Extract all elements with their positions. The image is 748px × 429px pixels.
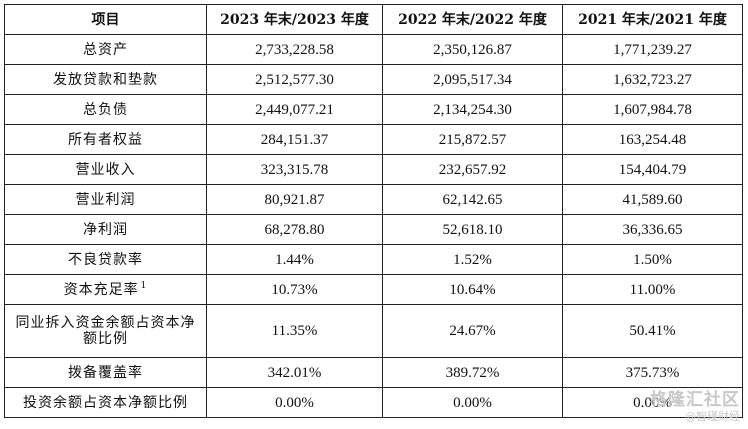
cell-2022: 2,095,517.34 [382,64,563,95]
cell-2021: 375.73% [562,357,743,388]
header-item: 项目 [4,4,207,35]
table-row: 营业利润 80,921.87 62,142.65 41,589.60 [4,184,743,215]
cell-2021: 41,589.60 [562,184,743,215]
table-row: 同业拆入资金余额占资本净额比例 11.35% 24.67% 50.41% [4,304,743,358]
cell-2022: 10.64% [382,274,563,305]
header-2023: 2023 年末/2023 年度 [206,4,383,35]
cell-2022: 2,350,126.87 [382,34,563,65]
cell-2021: 1.50% [562,244,743,275]
table-row: 资本充足率 1 10.73% 10.64% 11.00% [4,274,743,305]
cell-2021: 1,771,239.27 [562,34,743,65]
row-label: 同业拆入资金余额占资本净额比例 [4,304,207,358]
financial-indicators-table: 项目 2023 年末/2023 年度 2022 年末/2022 年度 2021 … [4,4,743,418]
cell-2021: 11.00% [562,274,743,305]
table-row: 净利润 68,278.80 52,618.10 36,336.65 [4,214,743,245]
table-row: 拨备覆盖率 342.01% 389.72% 375.73% [4,357,743,388]
cell-2022: 52,618.10 [382,214,563,245]
table-row: 投资余额占资本净额比例 0.00% 0.00% 0.00% [4,387,743,418]
header-2021: 2021 年末/2021 年度 [562,4,743,35]
row-label: 总负债 [4,94,207,125]
cell-2023: 11.35% [206,304,383,358]
cell-2022: 62,142.65 [382,184,563,215]
cell-2023: 0.00% [206,387,383,418]
row-label: 发放贷款和垫款 [4,64,207,95]
cell-2023: 342.01% [206,357,383,388]
table-row: 营业收入 323,315.78 232,657.92 154,404.79 [4,154,743,185]
row-label: 拨备覆盖率 [4,357,207,388]
table-row: 总负债 2,449,077.21 2,134,254.30 1,607,984.… [4,94,743,125]
cell-2023: 1.44% [206,244,383,275]
row-label: 投资余额占资本净额比例 [4,387,207,418]
table-row: 发放贷款和垫款 2,512,577.30 2,095,517.34 1,632,… [4,64,743,95]
footnote-marker: 1 [140,280,148,291]
cell-2022: 24.67% [382,304,563,358]
cell-2021: 50.41% [562,304,743,358]
row-label: 总资产 [4,34,207,65]
cell-2023: 284,151.37 [206,124,383,155]
row-label: 营业收入 [4,154,207,185]
table-row: 不良贷款率 1.44% 1.52% 1.50% [4,244,743,275]
cell-2023: 10.73% [206,274,383,305]
cell-2022: 0.00% [382,387,563,418]
cell-2021: 154,404.79 [562,154,743,185]
cell-2022: 2,134,254.30 [382,94,563,125]
table-row: 总资产 2,733,228.58 2,350,126.87 1,771,239.… [4,34,743,65]
cell-2023: 2,449,077.21 [206,94,383,125]
row-label: 营业利润 [4,184,207,215]
row-label: 不良贷款率 [4,244,207,275]
cell-2021: 163,254.48 [562,124,743,155]
cell-2022: 215,872.57 [382,124,563,155]
cell-2023: 80,921.87 [206,184,383,215]
cell-2021: 1,607,984.78 [562,94,743,125]
cell-2022: 389.72% [382,357,563,388]
cell-2021: 36,336.65 [562,214,743,245]
row-label: 资本充足率 [63,281,139,298]
header-2022: 2022 年末/2022 年度 [382,4,563,35]
cell-2022: 232,657.92 [382,154,563,185]
row-label-with-footnote: 资本充足率 1 [4,274,207,305]
row-label: 所有者权益 [4,124,207,155]
table-row: 所有者权益 284,151.37 215,872.57 163,254.48 [4,124,743,155]
table-header-row: 项目 2023 年末/2023 年度 2022 年末/2022 年度 2021 … [4,4,743,35]
cell-2023: 68,278.80 [206,214,383,245]
cell-2023: 323,315.78 [206,154,383,185]
cell-2023: 2,733,228.58 [206,34,383,65]
row-label: 净利润 [4,214,207,245]
cell-2021: 1,632,723.27 [562,64,743,95]
cell-2022: 1.52% [382,244,563,275]
cell-2023: 2,512,577.30 [206,64,383,95]
cell-2021: 0.00% [562,387,743,418]
